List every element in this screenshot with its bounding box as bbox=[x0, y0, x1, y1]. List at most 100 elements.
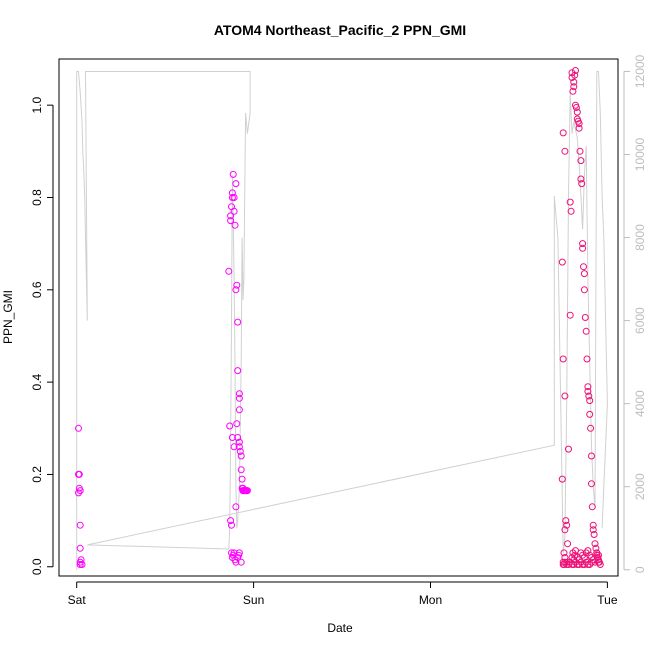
data-point bbox=[591, 540, 599, 548]
data-point bbox=[235, 438, 243, 446]
data-point bbox=[228, 189, 236, 197]
data-point bbox=[76, 487, 84, 495]
data-point bbox=[586, 397, 594, 405]
data-point bbox=[588, 503, 596, 511]
data-point bbox=[569, 87, 577, 95]
data-point bbox=[588, 558, 595, 566]
data-point bbox=[588, 452, 595, 460]
data-point bbox=[575, 120, 583, 128]
data-point bbox=[230, 443, 238, 451]
data-point bbox=[579, 240, 587, 248]
data-point bbox=[590, 531, 598, 538]
data-point bbox=[570, 83, 578, 91]
y2-tick-label: 8000 bbox=[633, 224, 647, 251]
x-tick-label: Tue bbox=[597, 593, 618, 607]
data-point bbox=[566, 558, 574, 566]
y-tick-label: 0.0 bbox=[30, 558, 44, 575]
data-point bbox=[588, 480, 595, 488]
data-point bbox=[577, 157, 585, 165]
data-point bbox=[584, 547, 592, 555]
data-point bbox=[579, 551, 587, 559]
data-point bbox=[235, 549, 243, 557]
data-point bbox=[230, 194, 238, 201]
data-point bbox=[243, 487, 251, 495]
data-point bbox=[571, 71, 579, 79]
data-point bbox=[580, 263, 587, 271]
data-point bbox=[572, 67, 579, 74]
data-point bbox=[76, 558, 84, 566]
x-tick-label: Sat bbox=[68, 593, 87, 607]
data-point bbox=[587, 424, 595, 432]
points-layer bbox=[75, 67, 604, 568]
data-point bbox=[581, 314, 589, 321]
y-tick-label: 1.0 bbox=[30, 96, 44, 113]
data-point bbox=[575, 124, 583, 132]
chart-title: ATOM4 Northeast_Pacific_2 PPN_GMI bbox=[214, 22, 466, 38]
data-point bbox=[75, 424, 82, 432]
data-point bbox=[592, 544, 600, 552]
data-point bbox=[227, 217, 235, 225]
data-point bbox=[234, 367, 242, 375]
data-point bbox=[575, 561, 583, 568]
data-point bbox=[589, 526, 597, 534]
y2-tick-label: 4000 bbox=[633, 390, 647, 417]
y2-tick-label: 10000 bbox=[633, 138, 647, 172]
data-point bbox=[565, 445, 572, 453]
axes-layer: Sat Sun Mon Tue 0.0 0.2 0.4 0.6 0.8 1.0 0 2000 4000 6… bbox=[30, 54, 647, 607]
y2-tick-label: 6000 bbox=[633, 307, 647, 334]
data-point bbox=[237, 452, 245, 460]
data-point bbox=[237, 558, 245, 566]
altitude-line bbox=[76, 71, 608, 570]
y2-tick-label: 0 bbox=[633, 566, 647, 573]
data-point bbox=[76, 521, 84, 529]
data-point bbox=[559, 129, 567, 137]
data-point bbox=[584, 383, 592, 391]
data-point bbox=[232, 503, 240, 511]
data-point bbox=[235, 394, 243, 402]
data-point bbox=[229, 170, 237, 178]
data-point bbox=[579, 244, 587, 252]
data-point bbox=[225, 267, 233, 275]
data-point bbox=[567, 207, 575, 215]
data-point bbox=[561, 554, 569, 561]
data-point bbox=[559, 355, 567, 363]
data-point bbox=[560, 549, 568, 557]
data-point bbox=[564, 540, 572, 548]
data-point bbox=[589, 521, 597, 529]
data-point bbox=[570, 78, 578, 86]
altitude-line-layer bbox=[76, 71, 608, 570]
y-tick-label: 0.2 bbox=[30, 466, 44, 483]
data-point bbox=[76, 544, 84, 552]
data-point bbox=[236, 447, 244, 455]
y-axis-label: PPN_GMI bbox=[1, 290, 15, 344]
data-point bbox=[227, 517, 235, 525]
data-point bbox=[583, 355, 591, 363]
data-point bbox=[561, 526, 569, 534]
data-point bbox=[577, 175, 585, 183]
x-axis-label: Date bbox=[327, 621, 353, 635]
data-point bbox=[582, 327, 590, 335]
y-tick-label: 0.8 bbox=[30, 189, 44, 206]
data-point bbox=[595, 551, 602, 559]
data-point bbox=[572, 104, 580, 111]
data-point bbox=[578, 180, 586, 188]
data-point bbox=[228, 434, 236, 441]
data-point bbox=[576, 147, 584, 155]
plot-area-frame bbox=[58, 58, 619, 577]
data-point bbox=[585, 392, 593, 400]
data-point bbox=[75, 470, 83, 478]
data-point bbox=[561, 392, 569, 400]
data-point bbox=[233, 281, 241, 289]
data-point bbox=[234, 434, 242, 441]
data-point bbox=[235, 390, 243, 398]
data-point bbox=[563, 521, 571, 529]
data-point bbox=[230, 207, 238, 215]
data-point bbox=[237, 466, 245, 474]
data-point bbox=[580, 286, 588, 294]
data-point bbox=[227, 212, 235, 220]
data-point bbox=[580, 270, 588, 278]
data-point bbox=[232, 286, 240, 294]
data-point bbox=[232, 180, 240, 188]
y2-tick-label: 2000 bbox=[633, 473, 647, 500]
